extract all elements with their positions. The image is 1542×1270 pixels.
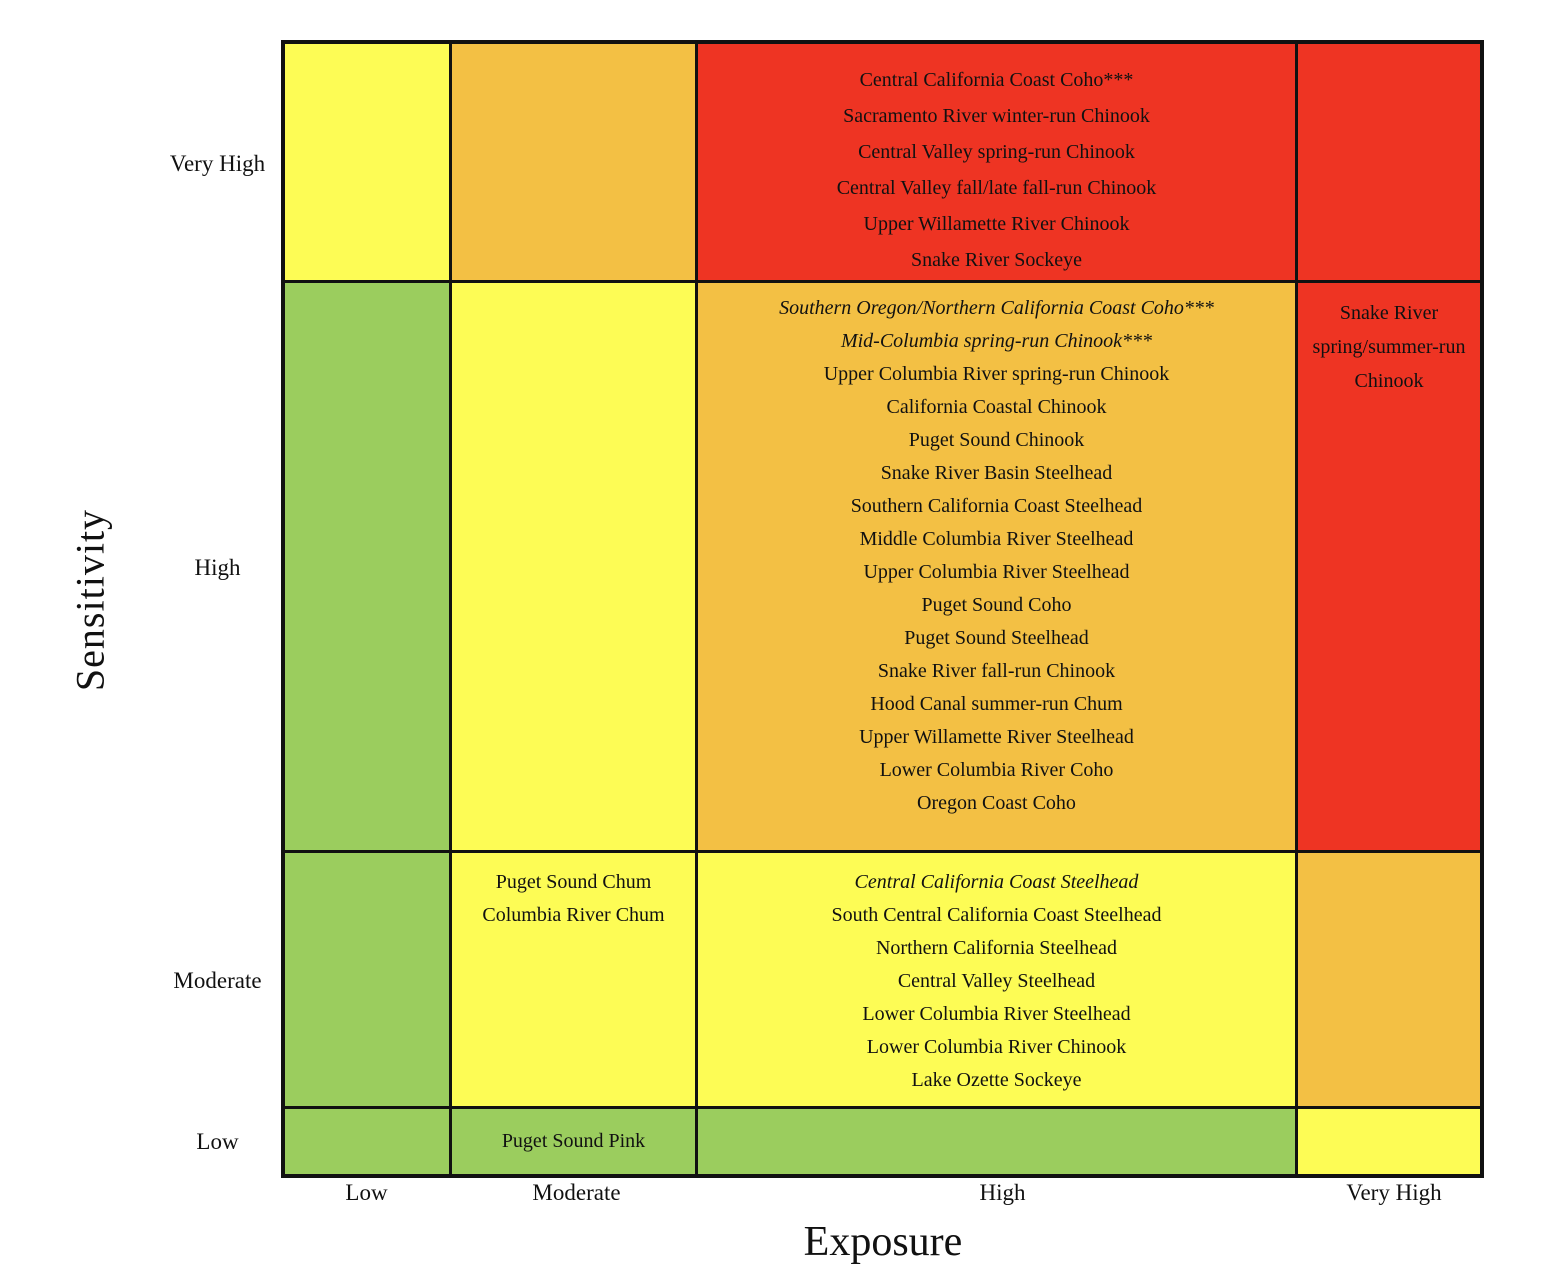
species-item: Upper Columbia River spring-run Chinook	[823, 363, 1170, 385]
species-item: Hood Canal summer-run Chum	[870, 693, 1123, 715]
species-item: Upper Willamette River Chinook	[863, 213, 1130, 235]
x-tick-moderate: Moderate	[532, 1180, 621, 1205]
species-item: Snake River Basin Steelhead	[880, 462, 1113, 484]
matrix-cell-low-moderate: Puget Sound Pink	[452, 1109, 698, 1174]
matrix-cell-moderate-moderate: Puget Sound Chum Columbia River Chum	[452, 853, 698, 1109]
species-item: Lower Columbia River Steelhead	[862, 1003, 1131, 1025]
y-tick-very-high: Very High	[169, 150, 266, 176]
y-tick-low: Low	[196, 1128, 239, 1154]
x-tick-low: Low	[345, 1180, 388, 1205]
species-item: Puget Sound Pink	[501, 1130, 646, 1152]
species-item: Columbia River Chum	[482, 904, 665, 926]
species-item: Middle Columbia River Steelhead	[859, 528, 1134, 550]
species-item: Central Valley Steelhead	[897, 970, 1096, 992]
matrix-cell-moderate-high: Central California Coast Steelhead South…	[698, 853, 1298, 1109]
species-item: Lake Ozette Sockeye	[911, 1069, 1082, 1091]
species-item: Central California Coast Coho***	[859, 69, 1134, 91]
matrix-cell-veryhigh-veryhigh	[1298, 44, 1480, 283]
risk-matrix: Central California Coast Coho*** Sacrame…	[281, 40, 1484, 1178]
species-item: Sacramento River winter-run Chinook	[843, 105, 1150, 127]
species-item: Upper Willamette River Steelhead	[859, 726, 1134, 748]
species-item: California Coastal Chinook	[886, 396, 1107, 418]
x-tick-very-high: Very High	[1346, 1180, 1442, 1205]
species-item: South Central California Coast Steelhead	[831, 904, 1162, 926]
x-tick-high: High	[979, 1180, 1026, 1205]
species-item: Lower Columbia River Chinook	[866, 1036, 1127, 1058]
x-axis-ticks: Low Moderate High Very High	[281, 1180, 1484, 1206]
species-item: Upper Columbia River Steelhead	[863, 561, 1130, 583]
y-tick-moderate: Moderate	[173, 968, 262, 993]
matrix-cell-high-low	[285, 283, 452, 853]
species-item: Snake River Sockeye	[910, 249, 1083, 271]
matrix-cell-veryhigh-low	[285, 44, 452, 283]
y-axis-title: Sensitivity	[67, 508, 113, 692]
matrix-cell-high-veryhigh: Snake River spring/summer-run Chinook	[1298, 283, 1480, 853]
species-item: Puget Sound Steelhead	[904, 627, 1089, 649]
matrix-cell-moderate-low	[285, 853, 452, 1109]
x-axis-title: Exposure	[803, 1219, 963, 1265]
species-item: Central Valley spring-run Chinook	[858, 141, 1135, 163]
species-item: Central California Coast Steelhead	[854, 871, 1139, 893]
species-item: Puget Sound Chum	[495, 871, 652, 893]
matrix-cell-high-moderate	[452, 283, 698, 853]
species-item: Puget Sound Chinook	[908, 429, 1085, 451]
matrix-cell-low-low	[285, 1109, 452, 1174]
species-item: Southern Oregon/Northern California Coas…	[779, 297, 1214, 319]
species-item: Southern California Coast Steelhead	[850, 495, 1143, 517]
species-item: Snake River fall-run Chinook	[877, 660, 1116, 682]
matrix-cell-veryhigh-moderate	[452, 44, 698, 283]
matrix-cell-low-veryhigh	[1298, 1109, 1480, 1174]
matrix-cell-veryhigh-high: Central California Coast Coho*** Sacrame…	[698, 44, 1298, 283]
species-item: Northern California Steelhead	[875, 937, 1118, 959]
matrix-cell-moderate-veryhigh	[1298, 853, 1480, 1109]
species-item: Oregon Coast Coho	[917, 792, 1076, 814]
matrix-cell-low-high	[698, 1109, 1298, 1174]
species-item: Puget Sound Coho	[921, 594, 1072, 616]
species-item: Snake River spring/summer-run Chinook	[1312, 302, 1466, 392]
species-item: Central Valley fall/late fall-run Chinoo…	[836, 177, 1157, 199]
y-tick-high: High	[194, 555, 241, 580]
species-item: Mid-Columbia spring-run Chinook***	[840, 330, 1153, 352]
matrix-cell-high-high: Southern Oregon/Northern California Coas…	[698, 283, 1298, 853]
species-item: Lower Columbia River Coho	[879, 759, 1114, 781]
